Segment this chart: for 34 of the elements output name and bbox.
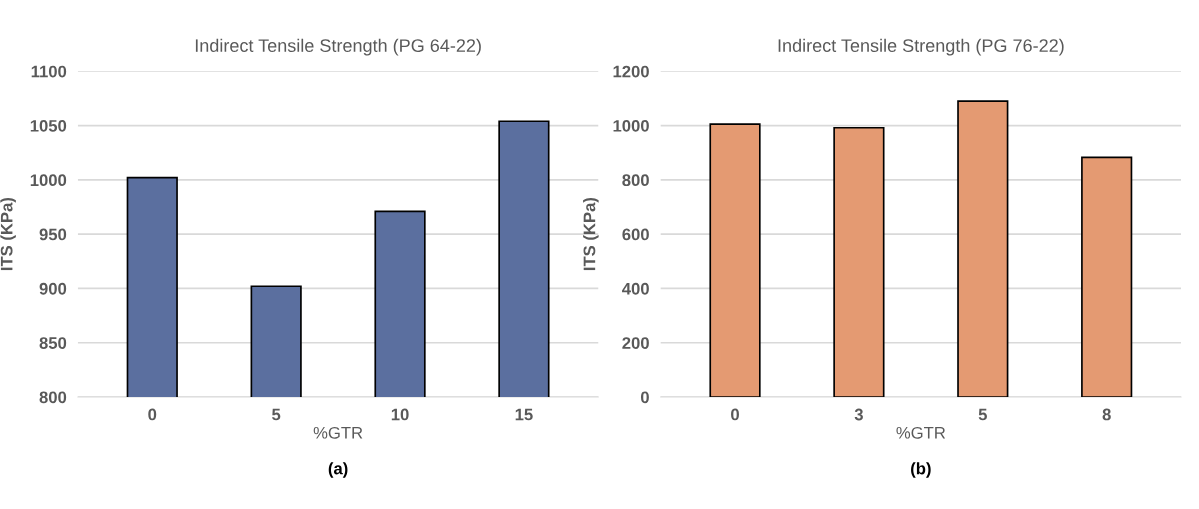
y-tick-label: 600: [622, 228, 649, 241]
y-tick-label: 800: [622, 174, 649, 187]
bar: [833, 126, 885, 398]
y-tick-label: 0: [640, 391, 649, 404]
chart-title: Indirect Tensile Strength (PG 64-22): [195, 38, 481, 56]
y-tick-label: 1000: [613, 119, 649, 132]
y-axis-title: ITS (KPa): [0, 197, 16, 271]
y-tick-label: 400: [622, 282, 649, 295]
y-tick-label: 1050: [30, 119, 67, 132]
x-tick-label: 5: [978, 408, 987, 421]
text: (b): [911, 462, 931, 478]
y-tick-label: 1200: [613, 65, 649, 78]
x-tick-label: 8: [1102, 408, 1111, 421]
y-tick-label: 1000: [30, 174, 67, 187]
x-tick-label: 10: [391, 408, 409, 421]
x-axis-title: %GTR: [896, 426, 946, 439]
chart-title: Indirect Tensile Strength (PG 76-22): [778, 38, 1064, 56]
y-tick-label: 950: [39, 228, 67, 241]
x-tick-label: 3: [854, 408, 863, 421]
y-axis-title: ITS (KPa): [583, 197, 599, 271]
x-tick-label: 0: [731, 408, 739, 421]
bar: [957, 100, 1009, 398]
bar: [709, 123, 761, 398]
bar: [1081, 156, 1133, 398]
x-tick-label: 0: [148, 408, 157, 421]
y-tick-label: 900: [39, 282, 67, 295]
y-tick-label: 1100: [31, 65, 67, 78]
y-tick-label: 800: [39, 391, 67, 404]
x-axis-title: %GTR: [313, 426, 363, 439]
x-tick-label: 5: [272, 408, 281, 421]
x-tick-label: 15: [515, 408, 533, 421]
text: (a): [328, 462, 348, 478]
y-tick-label: 200: [622, 337, 649, 349]
y-tick-label: 850: [39, 337, 67, 349]
